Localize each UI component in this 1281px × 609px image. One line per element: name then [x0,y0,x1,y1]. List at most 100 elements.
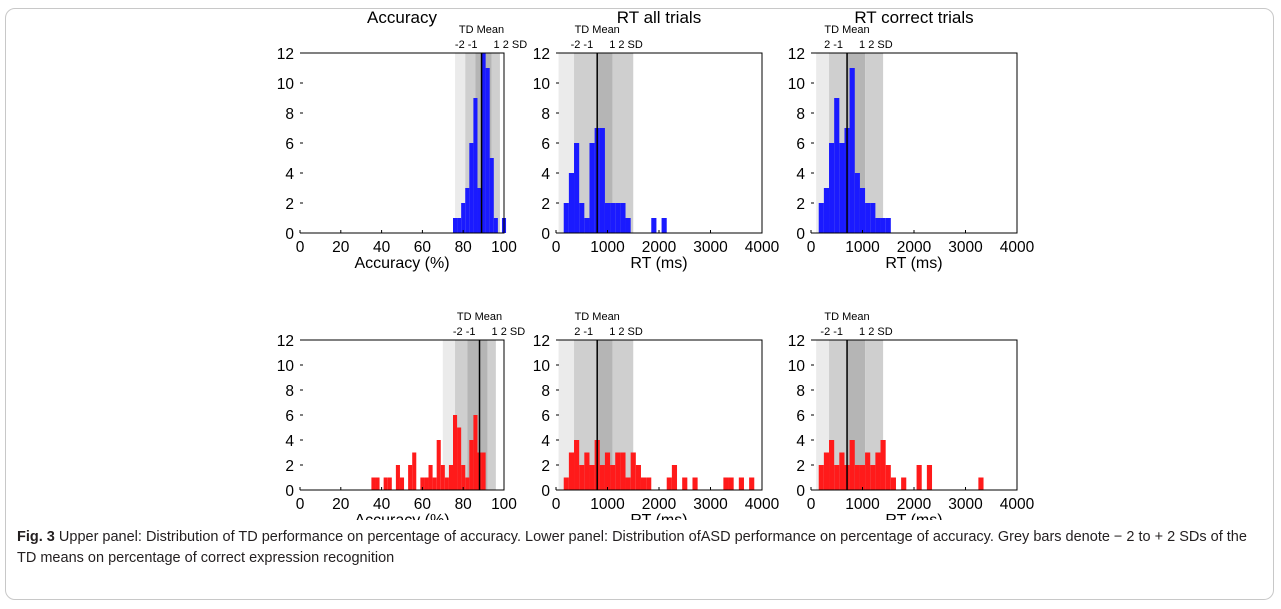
y-tick-label: 0 [541,226,550,243]
y-tick-label: 8 [285,383,294,400]
histogram-bar [916,465,922,490]
y-tick-label: 4 [541,433,550,450]
x-tick-label: 80 [455,496,473,513]
x-tick-label: 3000 [693,496,728,513]
y-tick-label: 10 [533,76,551,93]
histogram-bar [604,203,611,233]
y-tick-label: 10 [788,76,806,93]
sd-label-right: 1 2 SD [859,39,893,51]
sd-band [491,53,500,233]
x-tick-label: 0 [552,496,561,513]
histogram-bar [875,452,881,490]
histogram-bar [436,440,441,490]
sd-label-right: 1 2 SD [609,326,643,338]
y-tick-label: 0 [796,226,805,243]
histogram-bar [885,465,891,490]
x-tick-label: 3000 [693,239,728,256]
histogram-bar [473,98,478,233]
histogram-bar [461,465,466,490]
histogram-bar [465,477,470,490]
y-tick-label: 4 [796,433,805,450]
histogram-bar [839,452,845,490]
y-tick-label: 4 [541,166,550,183]
x-tick-label: 0 [296,239,305,256]
x-axis-label: RT (ms) [630,255,687,272]
histogram-bar [854,173,860,233]
histogram-bar [579,465,585,490]
histogram-bar [428,465,433,490]
histogram-bar [615,452,621,490]
y-tick-label: 10 [533,358,551,375]
y-tick-label: 2 [285,196,294,213]
histogram-bar [885,218,891,233]
sd-label-right: 1 2 SD [609,39,643,51]
histogram-bar [875,218,881,233]
td-mean-label: TD Mean [824,311,869,323]
histogram-bar [461,203,466,233]
x-tick-label: 1000 [845,496,880,513]
caption-text: Upper panel: Distribution of TD performa… [17,529,1247,566]
histogram-bar [854,465,860,490]
x-tick-label: 3000 [948,239,983,256]
y-tick-label: 0 [285,483,294,500]
x-axis-label: RT (ms) [885,512,942,520]
histogram-bar [589,465,595,490]
sd-label-left: -2 -1 [820,326,843,338]
sd-band [865,53,884,233]
histogram-bar [599,465,605,490]
histogram-bar [818,465,824,490]
y-tick-label: 4 [796,166,805,183]
histogram-bar [481,53,486,233]
histogram-bar [481,452,486,490]
histogram-bar [692,477,698,490]
chart-asd-rt-all: 0 2 4 6 8 10 12 0 1000 2000 3000 4000 RT (ms) TD Mean… [533,311,780,520]
histogram-bar [880,440,886,490]
histogram-bar [574,143,580,233]
histogram-bar [666,477,672,490]
histogram-bar [469,143,474,233]
chart-asd-rt-correct: 0 2 4 6 8 10 12 0 1000 2000 3000 4000 RT (ms) TD Mean… [788,311,1035,520]
histogram-bar [880,218,886,233]
histogram-bar [728,477,734,490]
y-tick-label: 0 [796,483,805,500]
sd-label-right: 1 2 SD [494,39,528,51]
histogram-bar [625,477,631,490]
x-tick-label: 2000 [642,496,677,513]
histogram-bar [457,427,462,490]
y-tick-label: 6 [541,408,550,425]
histogram-bar [849,440,855,490]
histogram-bar [635,465,641,490]
histogram-bar [604,452,611,490]
histogram-bar [839,143,845,233]
x-tick-label: 4000 [745,239,780,256]
histogram-bar [424,477,429,490]
y-tick-label: 8 [541,383,550,400]
y-tick-label: 12 [533,46,550,63]
x-tick-label: 80 [455,239,473,256]
histogram-bar [651,218,657,233]
histogram-bar [630,452,636,490]
histogram-bar [610,465,616,490]
chart-td-accuracy: 0 2 4 6 8 10 12 0 20 40 60 80 100 Accuracy (%) TD Mean… [277,8,527,272]
y-tick-label: 8 [541,106,550,123]
histogram-bar [420,477,425,490]
y-tick-label: 12 [533,333,550,350]
chart-td-rt-correct: 0 2 4 6 8 10 12 0 1000 2000 3000 4000 RT (ms) TD Mean… [788,8,1035,272]
histogram-bar [834,98,840,233]
sd-band [574,340,598,490]
x-tick-label: 0 [807,496,816,513]
chart-td-rt-all: 0 2 4 6 8 10 12 0 1000 2000 3000 4000 RT (ms) TD Mean… [533,8,780,272]
y-tick-label: 10 [277,358,295,375]
histogram-bar [473,415,478,490]
histogram-bar [823,188,830,233]
histogram-bar [493,218,498,233]
histogram-bar [444,477,449,490]
y-tick-label: 6 [285,408,294,425]
x-axis-label: RT (ms) [630,512,687,520]
histogram-bar [563,477,569,490]
x-tick-label: 2000 [642,239,677,256]
sd-band [455,53,466,233]
sd-band [442,340,456,490]
x-tick-label: 0 [552,239,561,256]
td-mean-label: TD Mean [575,24,620,36]
